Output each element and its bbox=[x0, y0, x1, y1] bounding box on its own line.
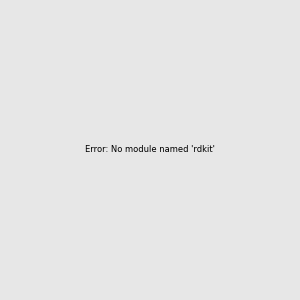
Text: Error: No module named 'rdkit': Error: No module named 'rdkit' bbox=[85, 146, 215, 154]
